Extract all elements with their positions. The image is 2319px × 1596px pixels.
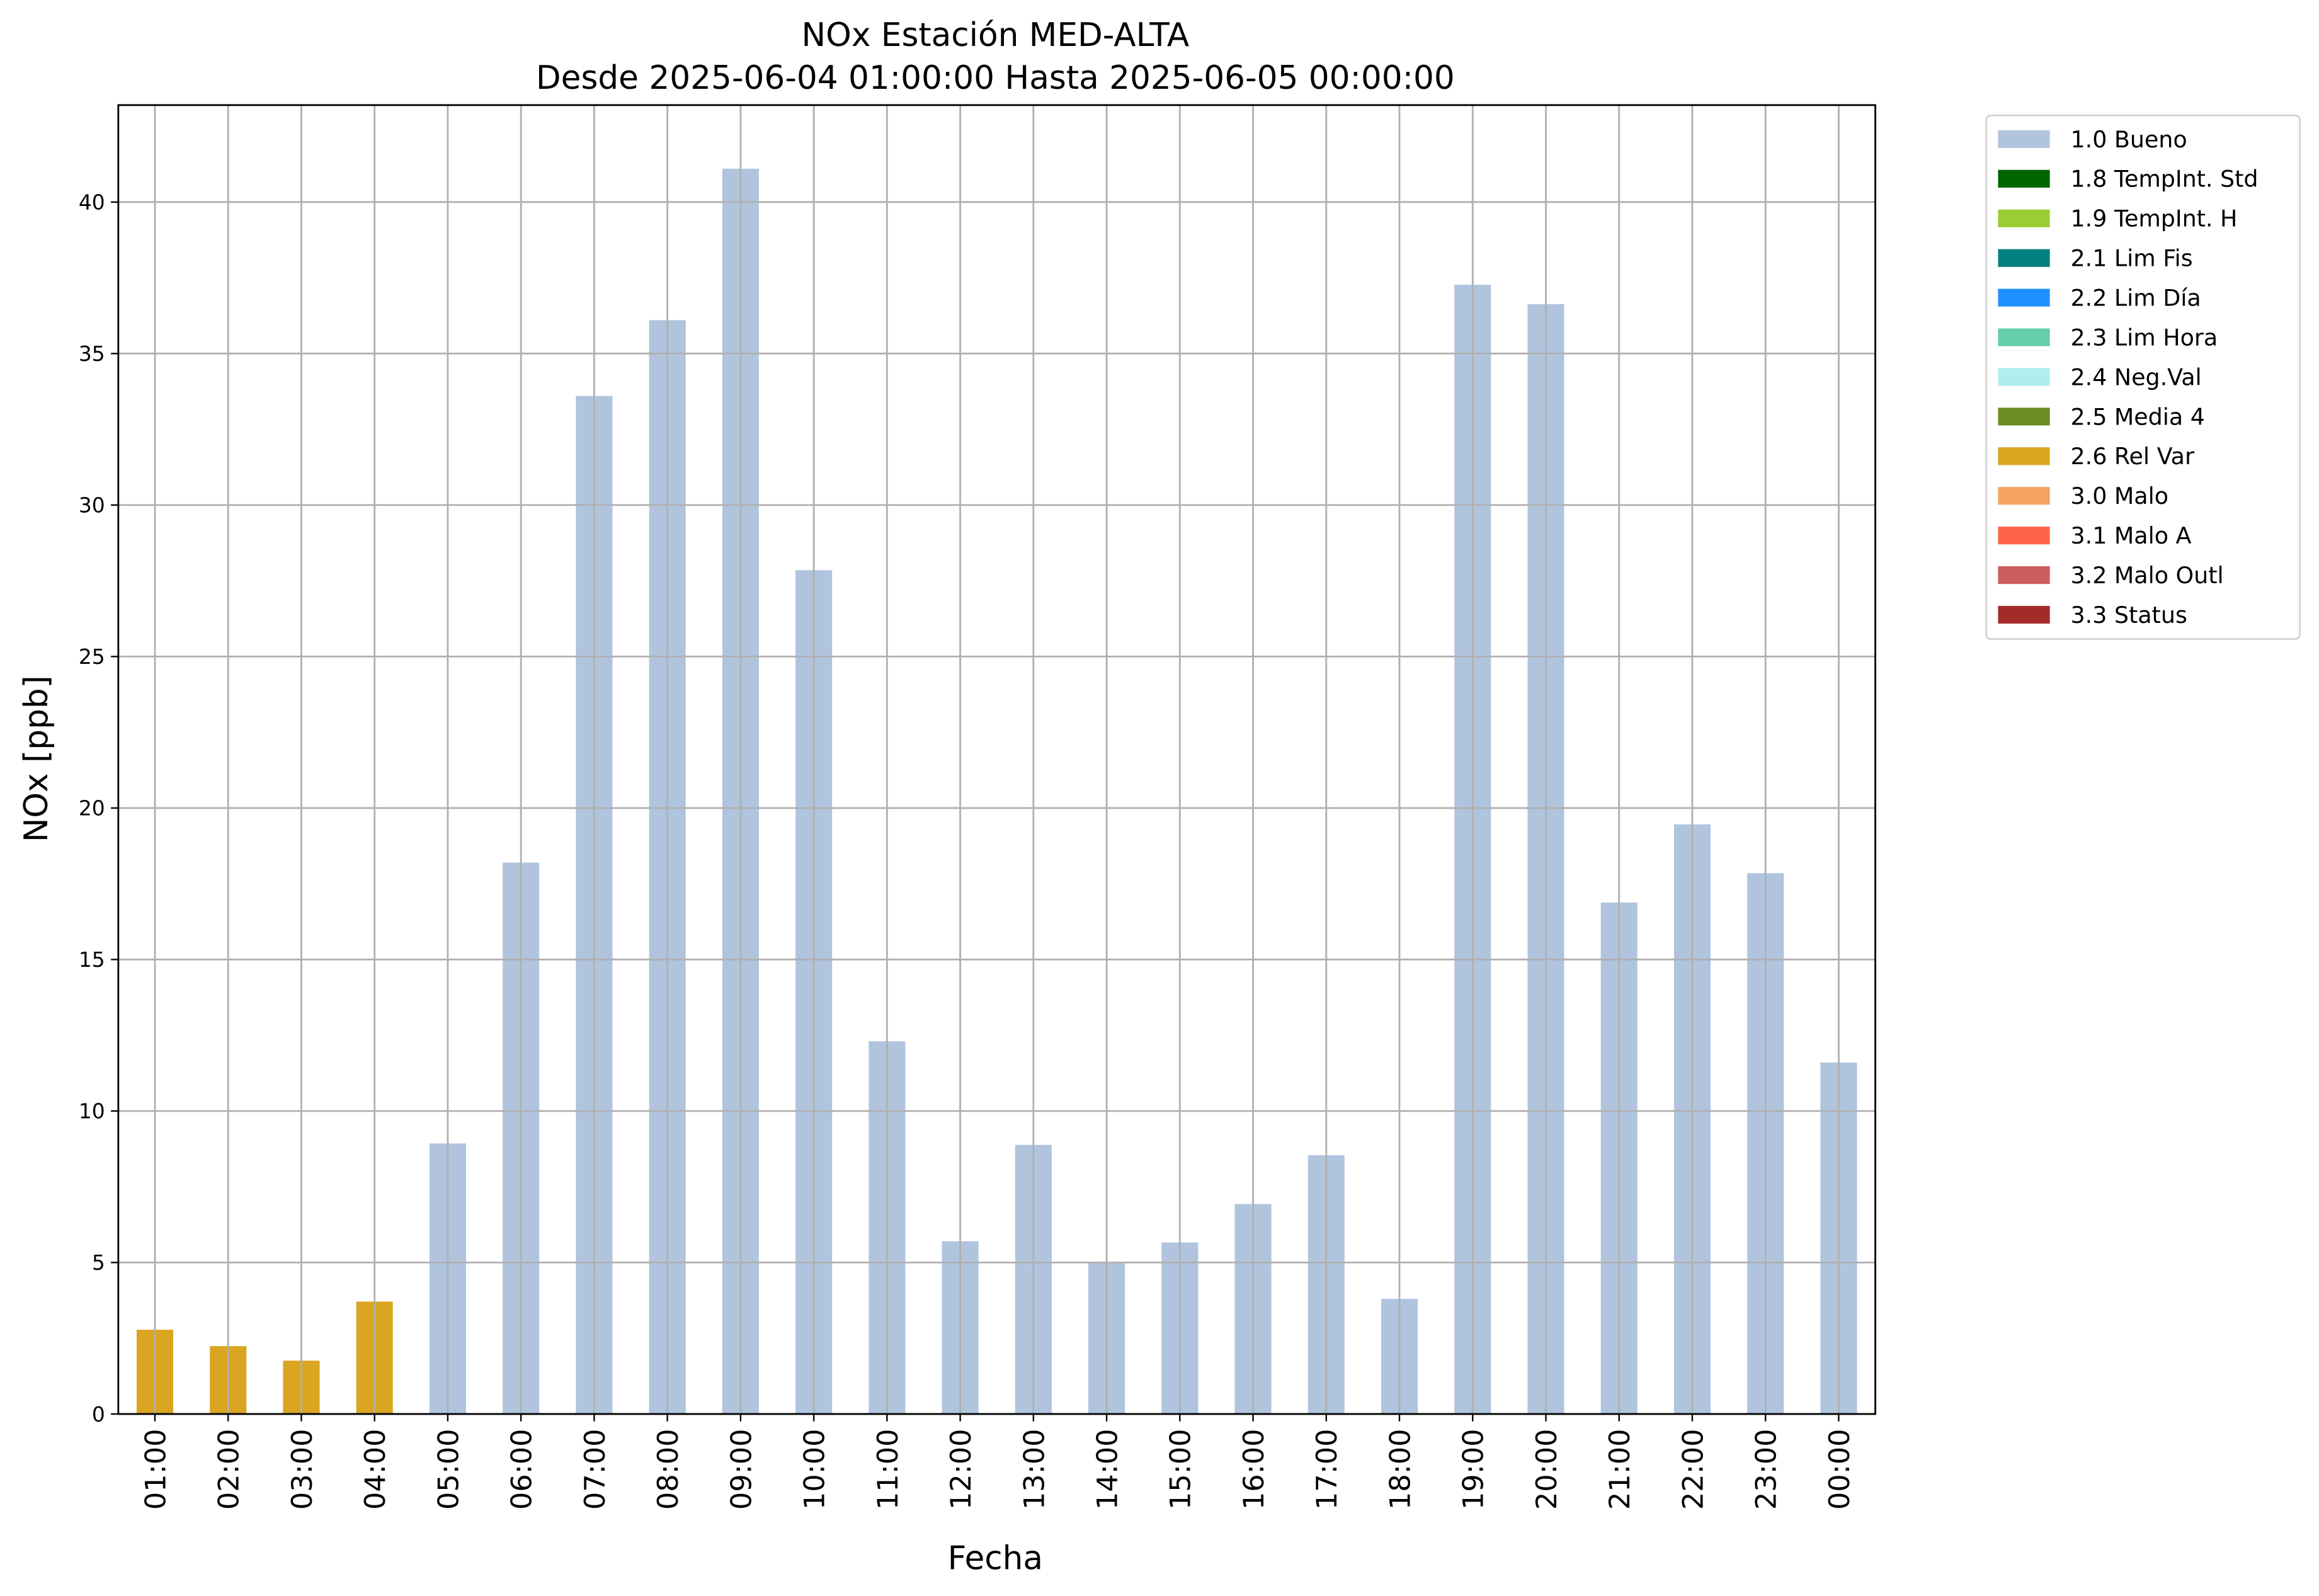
- legend-label: 3.0 Malo: [2071, 482, 2168, 510]
- legend-swatch: [1998, 368, 2050, 386]
- y-tick-label: 5: [92, 1250, 105, 1275]
- x-tick-label: 22:00: [1677, 1429, 1709, 1510]
- legend-swatch: [1998, 209, 2050, 227]
- legend-swatch: [1998, 487, 2050, 505]
- y-axis-label: NOx [ppb]: [18, 675, 55, 842]
- legend-swatch: [1998, 408, 2050, 426]
- legend-swatch: [1998, 328, 2050, 346]
- x-tick-label: 18:00: [1384, 1429, 1416, 1510]
- y-tick-label: 20: [79, 796, 105, 821]
- y-tick-label: 10: [79, 1099, 105, 1124]
- x-tick-label: 13:00: [1018, 1429, 1051, 1510]
- x-axis-label: Fecha: [948, 1540, 1043, 1578]
- legend-label: 2.3 Lim Hora: [2071, 324, 2218, 351]
- legend-swatch: [1998, 447, 2050, 465]
- y-tick-label: 30: [79, 493, 105, 518]
- legend-swatch: [1998, 527, 2050, 545]
- legend-label: 2.6 Rel Var: [2071, 443, 2194, 470]
- x-tick-label: 19:00: [1457, 1429, 1490, 1510]
- x-tick-label: 08:00: [652, 1429, 685, 1510]
- x-tick-label: 17:00: [1311, 1429, 1343, 1510]
- x-tick-label: 16:00: [1238, 1429, 1270, 1510]
- x-tick-label: 21:00: [1604, 1429, 1636, 1510]
- y-tick-label: 25: [79, 644, 105, 669]
- x-tick-label: 06:00: [506, 1429, 538, 1510]
- legend-label: 2.1 Lim Fis: [2071, 245, 2193, 272]
- x-tick-label: 04:00: [359, 1429, 392, 1510]
- y-tick-label: 0: [92, 1402, 105, 1427]
- legend-label: 2.4 Neg.Val: [2071, 363, 2202, 390]
- legend-label: 1.9 TempInt. H: [2071, 205, 2238, 232]
- x-tick-label: 20:00: [1530, 1429, 1563, 1510]
- legend-swatch: [1998, 605, 2050, 624]
- x-tick-label: 12:00: [945, 1429, 977, 1510]
- legend-swatch: [1998, 130, 2050, 148]
- legend-label: 2.2 Lim Día: [2071, 285, 2201, 312]
- legend-label: 1.0 Bueno: [2071, 126, 2187, 153]
- legend-label: 3.1 Malo A: [2071, 522, 2192, 549]
- chart-subtitle: Desde 2025-06-04 01:00:00 Hasta 2025-06-…: [536, 59, 1455, 97]
- chart-title: NOx Estación MED-ALTA: [802, 16, 1190, 54]
- x-tick-label: 15:00: [1165, 1429, 1197, 1510]
- y-tick-label: 15: [79, 947, 105, 972]
- legend-box: [1985, 115, 2301, 640]
- x-tick-label: 11:00: [872, 1429, 904, 1510]
- x-tick-label: 23:00: [1750, 1429, 1783, 1510]
- x-tick-label: 07:00: [579, 1429, 612, 1510]
- legend-label: 3.2 Malo Outl: [2071, 562, 2224, 589]
- legend-swatch: [1998, 169, 2050, 188]
- legend-swatch: [1998, 566, 2050, 584]
- plot-frame: [117, 104, 1876, 1415]
- x-tick-label: 09:00: [725, 1429, 758, 1510]
- x-tick-label: 10:00: [799, 1429, 831, 1510]
- x-tick-label: 14:00: [1091, 1429, 1124, 1510]
- legend-label: 1.8 TempInt. Std: [2071, 166, 2259, 193]
- legend-swatch: [1998, 249, 2050, 267]
- y-tick-label: 40: [79, 190, 105, 215]
- x-tick-label: 00:00: [1823, 1429, 1856, 1510]
- x-tick-label: 01:00: [139, 1429, 172, 1510]
- legend-label: 3.3 Status: [2071, 601, 2187, 629]
- x-tick-label: 05:00: [432, 1429, 465, 1510]
- y-tick-label: 35: [79, 341, 105, 366]
- x-tick-label: 02:00: [213, 1429, 246, 1510]
- legend-swatch: [1998, 288, 2050, 307]
- x-tick-label: 03:00: [286, 1429, 319, 1510]
- legend-label: 2.5 Media 4: [2071, 403, 2205, 430]
